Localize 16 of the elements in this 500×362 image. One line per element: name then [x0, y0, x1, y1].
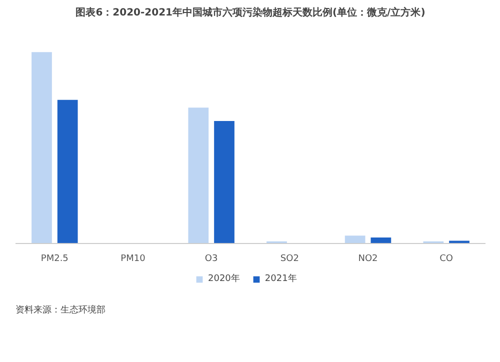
- bar: [344, 236, 366, 244]
- text: 资料来源：生态环境部: [16, 304, 106, 316]
- bar: [32, 52, 52, 244]
- x-tick-label: CO: [440, 254, 454, 264]
- bar: [214, 120, 234, 244]
- bar: [57, 100, 78, 244]
- x-tick-label: O3: [204, 254, 218, 264]
- x-tick-label: PM2.5: [40, 254, 68, 264]
- bar: [188, 108, 209, 244]
- legend-label: 2020年: [208, 272, 240, 285]
- x-tick-label: SO2: [280, 254, 299, 264]
- legend-label: 2021年: [264, 272, 297, 285]
- chart-title: 图表6：2020-2021年中国城市六项污染物超标天数比例(单位：微克/立方米): [76, 6, 426, 18]
- x-tick-label: NO2: [358, 254, 378, 264]
- x-tick-label: PM10: [120, 254, 146, 264]
- bar: [370, 238, 392, 244]
